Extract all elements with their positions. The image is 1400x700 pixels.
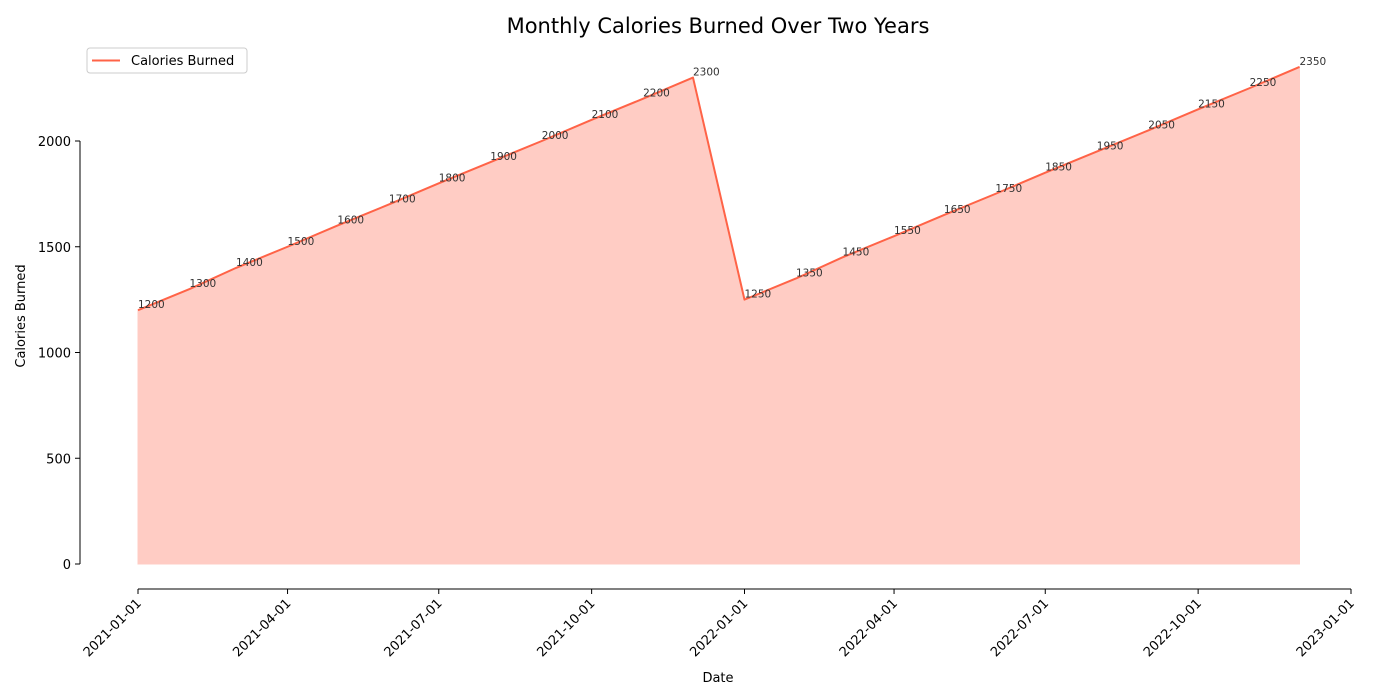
legend-label: Calories Burned (131, 54, 234, 69)
data-label: 1400 (236, 257, 263, 269)
data-label: 2200 (643, 88, 670, 100)
data-label: 1550 (894, 225, 921, 237)
data-label: 1450 (843, 246, 870, 258)
x-tick-label: 2021-01-01 (81, 596, 145, 660)
data-label: 1250 (745, 289, 772, 301)
data-label: 2250 (1250, 77, 1277, 89)
area-fill (137, 66, 1300, 565)
data-label: 2350 (1299, 56, 1326, 68)
data-label: 1500 (288, 236, 315, 248)
data-label: 1750 (995, 183, 1022, 195)
x-axis-label: Date (702, 671, 733, 686)
data-label: 2100 (592, 109, 619, 121)
y-tick-label: 500 (46, 452, 71, 467)
x-ticks: 2021-01-01 2021-04-01 2021-07-01 2021-10-01… (81, 589, 1358, 660)
data-label: 1300 (190, 278, 217, 290)
data-label: 2000 (542, 130, 569, 142)
x-tick-label: 2021-10-01 (534, 596, 598, 660)
y-axis-label: Calories Burned (14, 264, 29, 367)
y-tick-label: 0 (63, 558, 71, 573)
data-label: 2150 (1198, 98, 1225, 110)
y-tick-label: 2000 (38, 135, 71, 150)
series-line (137, 66, 1300, 312)
data-label: 1350 (796, 267, 823, 279)
y-ticks: 0 500 1000 1500 2000 (38, 135, 80, 573)
x-tick-label: 2022-07-01 (988, 596, 1052, 660)
y-tick-label: 1500 (38, 241, 71, 256)
data-label: 1950 (1097, 141, 1124, 153)
x-tick-label: 2022-04-01 (837, 596, 901, 660)
legend-box (86, 47, 248, 74)
data-label: 1700 (389, 193, 416, 205)
data-label: 1800 (439, 172, 466, 184)
data-label: 1900 (490, 151, 517, 163)
data-label: 1600 (337, 215, 364, 227)
x-tick-label: 2022-01-01 (687, 596, 751, 660)
data-label: 1650 (944, 204, 971, 216)
y-tick-label: 1000 (38, 347, 71, 362)
data-label: 2300 (693, 67, 720, 79)
data-label: 1200 (138, 299, 165, 311)
data-label: 1850 (1045, 162, 1072, 174)
data-label: 2050 (1148, 119, 1175, 131)
x-tick-label: 2021-07-01 (382, 596, 446, 660)
chart-title: Monthly Calories Burned Over Two Years (507, 14, 930, 38)
x-tick-label: 2023-01-01 (1294, 596, 1358, 660)
x-tick-label: 2022-10-01 (1141, 596, 1205, 660)
plot-area: 1200 1300 1400 1500 1600 1700 1800 1900 2000 2100… (137, 56, 1326, 565)
x-tick-label: 2021-04-01 (230, 596, 294, 660)
legend: Calories Burned (86, 47, 248, 74)
